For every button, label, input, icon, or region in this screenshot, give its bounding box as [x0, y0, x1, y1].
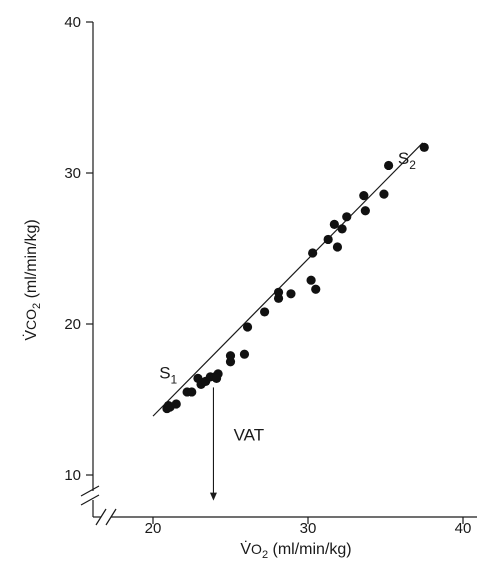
- y-axis-label-dot: V̇: [22, 330, 40, 341]
- data-point: [342, 212, 352, 222]
- annotation-s1: S1: [159, 363, 177, 386]
- x-tick-label: 40: [455, 520, 472, 537]
- y-tick-label: 10: [64, 467, 81, 484]
- ticks: 20 30 40 10 20 30 40: [64, 14, 471, 537]
- data-point: [419, 142, 429, 152]
- annotation-s2: S2: [398, 149, 416, 172]
- data-point: [311, 284, 321, 294]
- data-point: [360, 206, 370, 216]
- data-point: [260, 307, 270, 317]
- y-axis-label-subscript: 2: [31, 303, 43, 309]
- data-point: [239, 349, 250, 359]
- data-point: [359, 191, 369, 201]
- data-point: [308, 248, 318, 258]
- data-point: [379, 189, 389, 199]
- y-axis-break-mark: [80, 485, 100, 497]
- data-point: [384, 160, 394, 171]
- y-tick-label: 40: [64, 14, 81, 31]
- data-point: [242, 322, 253, 332]
- data-point: [286, 289, 296, 299]
- annotation-s2-subscript: 2: [409, 158, 416, 172]
- y-axis-label-symbol: CO: [23, 309, 39, 330]
- data-point: [329, 219, 339, 229]
- x-axis-break-mark: [95, 508, 107, 526]
- x-axis-label: V̇O2 (ml/min/kg): [240, 540, 351, 561]
- data-point: [323, 234, 333, 245]
- data-point: [332, 242, 343, 252]
- x-axis-label-symbol: O: [251, 541, 262, 557]
- y-axis-label: V̇CO2 (ml/min/kg): [22, 219, 43, 340]
- y-axis-label-unit: (ml/min/kg): [23, 219, 40, 303]
- x-axis-break-mark: [105, 508, 117, 526]
- x-tick-label: 20: [145, 520, 162, 537]
- axes: [80, 22, 477, 526]
- y-tick-label: 30: [64, 165, 81, 182]
- data-point: [306, 275, 316, 285]
- annotation-s2-text: S: [398, 149, 409, 168]
- annotation-vat: VAT: [234, 425, 265, 444]
- data-point: [225, 351, 236, 361]
- data-point: [273, 287, 284, 297]
- data-point: [171, 399, 181, 409]
- y-axis-break-mark: [80, 494, 100, 506]
- x-axis-label-subscript: 2: [262, 549, 268, 561]
- x-axis-label-dot: V̇: [240, 540, 251, 558]
- data-points: [162, 142, 429, 414]
- data-point: [211, 373, 222, 383]
- annotation-vat-text: VAT: [234, 425, 265, 444]
- y-tick-label: 20: [64, 316, 81, 333]
- vat-arrow-head: [209, 492, 217, 501]
- data-point: [337, 224, 347, 234]
- annotation-s1-subscript: 1: [171, 372, 178, 386]
- annotation-s1-text: S: [159, 363, 170, 382]
- data-point: [187, 387, 197, 397]
- x-tick-label: 30: [300, 520, 317, 537]
- regression-line: [152, 142, 424, 417]
- regression-line-group: [152, 142, 424, 417]
- x-axis-label-unit: (ml/min/kg): [268, 541, 352, 558]
